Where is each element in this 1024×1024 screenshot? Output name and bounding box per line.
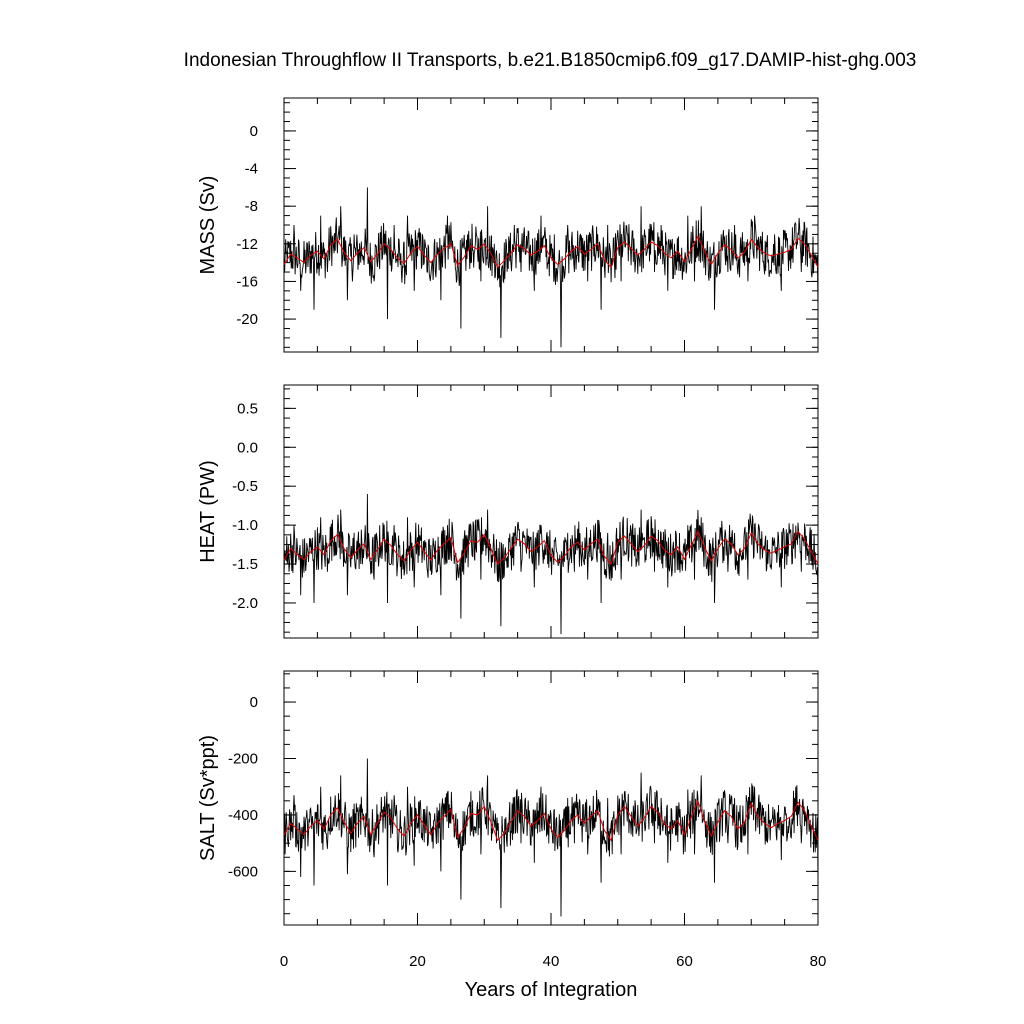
heat-ytick-label: 0.0 (237, 439, 258, 456)
salt-ytick-label: -200 (228, 750, 258, 767)
heat-ytick-label: -0.5 (232, 478, 258, 495)
mass-ytick-label: -12 (236, 236, 258, 253)
salt-ytick-label: -400 (228, 807, 258, 824)
panel-mass: 0 -4 -8 -12 -16 -20 MASS (Sv) (197, 97, 819, 353)
heat-smoothed-line (283, 530, 819, 566)
mass-plot-frame (283, 97, 819, 353)
heat-ytick-label: -2.0 (232, 595, 258, 612)
mass-ytick-label: -8 (245, 198, 258, 215)
salt-ytick-label: 0 (250, 694, 258, 711)
heat-ytick-label: 0.5 (237, 400, 258, 417)
salt-series (283, 758, 819, 917)
heat-frame (283, 384, 819, 639)
salt-monthly-line (283, 758, 819, 917)
mass-series (283, 187, 819, 348)
mass-ticks: 0 -4 -8 -12 -16 -20 (236, 98, 819, 352)
mass-monthly-line (283, 187, 819, 348)
panel-heat: 0.5 0.0 -0.5 -1.0 -1.5 -2.0 HEAT (PW) (197, 384, 819, 639)
heat-ticks: 0.5 0.0 -0.5 -1.0 -1.5 -2.0 (232, 385, 819, 638)
x-tick-label: 60 (676, 953, 693, 970)
heat-plot-frame (283, 384, 819, 639)
salt-ylabel: SALT (Sv*ppt) (197, 735, 219, 861)
mass-ytick-label: 0 (250, 123, 258, 140)
x-axis: 0 20 40 60 80 Years of Integration (280, 953, 827, 1001)
chart-title: Indonesian Throughflow II Transports, b.… (184, 50, 917, 71)
heat-ylabel: HEAT (PW) (197, 460, 219, 563)
salt-frame (283, 670, 819, 926)
heat-monthly-line (283, 493, 819, 635)
panel-salt: 0 -200 -400 -600 SALT (Sv*ppt) (197, 670, 819, 926)
x-axis-label: Years of Integration (465, 979, 638, 1001)
x-tick-labels: 0 20 40 60 80 (280, 953, 827, 970)
heat-ytick-label: -1.0 (232, 517, 258, 534)
x-tick-label: 20 (409, 953, 426, 970)
mass-smoothed-line (283, 235, 819, 269)
mass-ylabel: MASS (Sv) (197, 176, 219, 275)
x-tick-label: 0 (280, 953, 288, 970)
salt-ticks: 0 -200 -400 -600 (228, 671, 819, 925)
salt-smoothed-line (283, 799, 819, 842)
heat-series (283, 493, 819, 635)
x-tick-label: 80 (810, 953, 827, 970)
mass-frame (283, 97, 819, 353)
mass-ytick-label: -4 (245, 161, 258, 178)
salt-ytick-label: -600 (228, 863, 258, 880)
heat-ytick-label: -1.5 (232, 556, 258, 573)
salt-plot-frame (283, 670, 819, 926)
mass-ytick-label: -16 (236, 273, 258, 290)
mass-ytick-label: -20 (236, 311, 258, 328)
x-tick-label: 40 (543, 953, 560, 970)
